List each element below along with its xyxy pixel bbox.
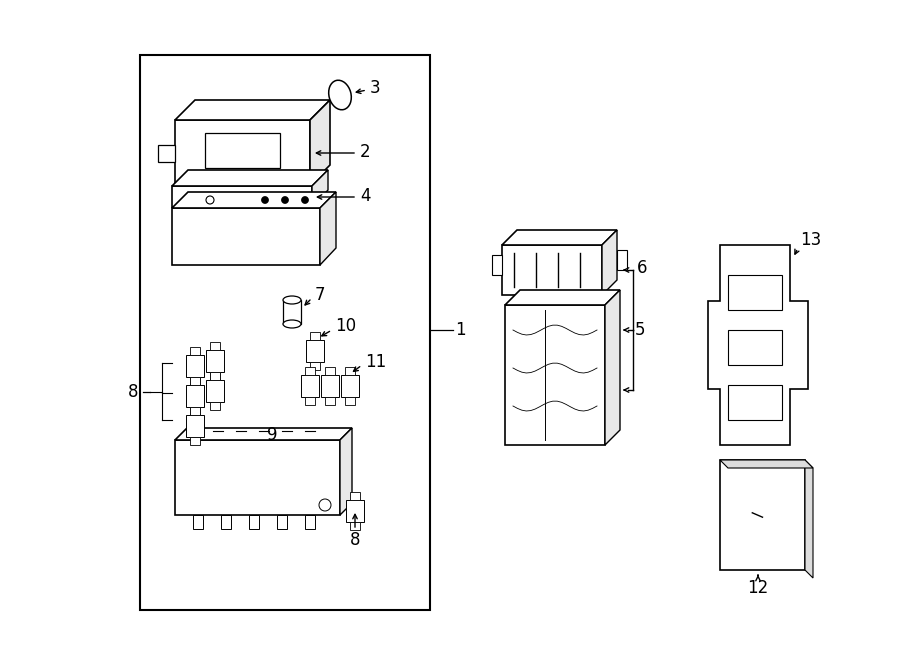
Polygon shape	[720, 460, 805, 570]
Text: 11: 11	[365, 353, 386, 371]
Polygon shape	[325, 397, 335, 405]
Text: 10: 10	[335, 317, 356, 335]
Polygon shape	[175, 100, 330, 120]
Ellipse shape	[328, 80, 351, 110]
Polygon shape	[210, 372, 220, 380]
Text: 4: 4	[360, 187, 371, 205]
Polygon shape	[310, 100, 330, 185]
Polygon shape	[305, 397, 315, 405]
Polygon shape	[341, 375, 359, 397]
Polygon shape	[325, 367, 335, 375]
Polygon shape	[321, 375, 339, 397]
Polygon shape	[720, 460, 813, 468]
Bar	[140, 55, 430, 610]
Polygon shape	[186, 415, 204, 437]
Polygon shape	[193, 515, 203, 529]
Polygon shape	[301, 375, 319, 397]
Text: 12: 12	[747, 579, 769, 597]
Circle shape	[302, 196, 309, 204]
Polygon shape	[206, 350, 224, 372]
Polygon shape	[172, 170, 328, 186]
Text: 2: 2	[360, 143, 371, 161]
Circle shape	[282, 196, 289, 204]
Polygon shape	[172, 186, 312, 207]
Polygon shape	[346, 500, 364, 522]
Polygon shape	[190, 377, 200, 385]
Polygon shape	[221, 515, 231, 529]
Polygon shape	[345, 367, 355, 375]
Polygon shape	[502, 245, 602, 295]
Polygon shape	[345, 397, 355, 405]
Polygon shape	[190, 407, 200, 415]
Polygon shape	[210, 372, 220, 380]
Bar	[728, 330, 782, 365]
Polygon shape	[505, 305, 605, 445]
Ellipse shape	[283, 296, 301, 304]
Polygon shape	[210, 402, 220, 410]
Polygon shape	[320, 192, 336, 265]
Text: 1: 1	[455, 321, 465, 339]
Polygon shape	[805, 460, 813, 578]
Polygon shape	[310, 332, 320, 340]
Text: 8: 8	[350, 531, 360, 549]
Polygon shape	[190, 437, 200, 445]
Polygon shape	[190, 377, 200, 385]
Polygon shape	[350, 492, 360, 500]
Polygon shape	[605, 290, 620, 445]
Polygon shape	[175, 428, 352, 440]
Polygon shape	[206, 380, 224, 402]
Polygon shape	[158, 145, 175, 162]
Text: 9: 9	[267, 426, 277, 444]
Polygon shape	[190, 407, 200, 415]
Polygon shape	[172, 192, 336, 208]
Polygon shape	[175, 120, 310, 185]
Bar	[205, 133, 280, 168]
Polygon shape	[306, 340, 324, 362]
Text: 8: 8	[128, 383, 139, 401]
Bar	[728, 275, 782, 310]
Polygon shape	[305, 367, 315, 375]
Circle shape	[319, 499, 331, 511]
Bar	[728, 385, 782, 420]
Polygon shape	[617, 250, 627, 270]
Circle shape	[262, 196, 268, 204]
Polygon shape	[186, 385, 204, 407]
Bar	[283, 300, 301, 324]
Ellipse shape	[283, 320, 301, 328]
Polygon shape	[172, 208, 320, 265]
Polygon shape	[602, 230, 617, 295]
Polygon shape	[305, 515, 315, 529]
Polygon shape	[350, 522, 360, 530]
Polygon shape	[310, 362, 320, 370]
Polygon shape	[175, 440, 340, 515]
Polygon shape	[505, 290, 620, 305]
Polygon shape	[340, 428, 352, 515]
Polygon shape	[249, 515, 259, 529]
Polygon shape	[708, 245, 808, 445]
Polygon shape	[210, 342, 220, 350]
Polygon shape	[277, 515, 287, 529]
Polygon shape	[502, 230, 617, 245]
Polygon shape	[312, 170, 328, 207]
Polygon shape	[492, 255, 502, 275]
Text: 3: 3	[370, 79, 381, 97]
Text: 5: 5	[635, 321, 645, 339]
Text: 13: 13	[800, 231, 821, 249]
Text: 7: 7	[315, 286, 326, 304]
Polygon shape	[186, 355, 204, 377]
Polygon shape	[190, 347, 200, 355]
Text: 6: 6	[637, 259, 647, 277]
Circle shape	[206, 196, 214, 204]
